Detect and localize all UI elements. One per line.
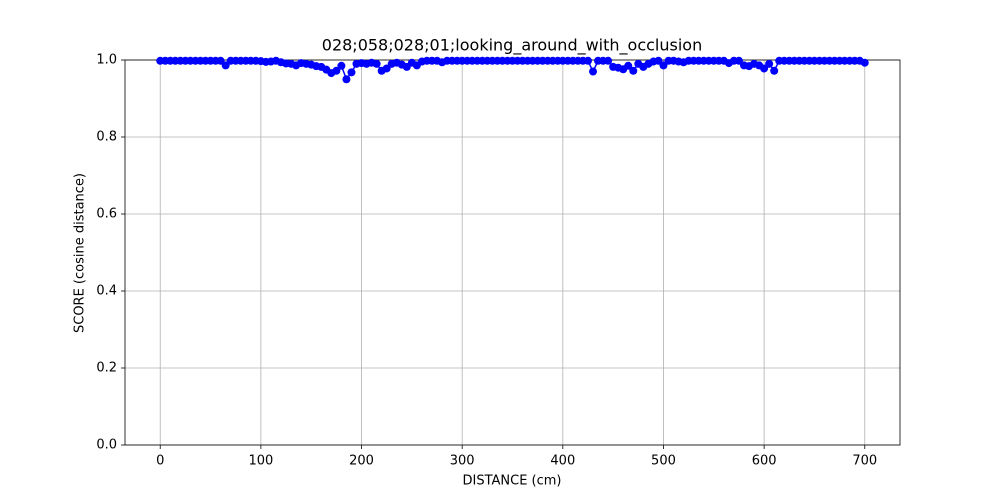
data-point: [216, 56, 225, 65]
data-point: [347, 68, 356, 77]
y-tick-label: 0.6: [96, 207, 117, 222]
y-tick-label: 0.0: [96, 438, 117, 453]
y-tick-label: 0.2: [96, 361, 117, 376]
data-point: [382, 64, 391, 73]
data-point: [221, 61, 230, 70]
data-point: [342, 75, 351, 84]
x-tick-label: 600: [752, 454, 777, 469]
x-tick-label: 300: [450, 454, 475, 469]
x-tick-label: 500: [651, 454, 676, 469]
x-tick-label: 100: [248, 454, 273, 469]
data-point: [765, 59, 774, 68]
chart-title: 028;058;028;01;looking_around_with_occlu…: [322, 36, 702, 56]
y-tick-label: 0.8: [96, 130, 117, 145]
y-tick-label: 0.4: [96, 284, 117, 299]
data-point: [583, 56, 592, 65]
data-point: [604, 56, 613, 65]
data-point: [654, 56, 663, 65]
data-point: [372, 59, 381, 68]
data-point: [629, 66, 638, 75]
x-tick-label: 400: [550, 454, 575, 469]
data-point: [770, 66, 779, 75]
data-point: [734, 56, 743, 65]
x-tick-label: 0: [156, 454, 164, 469]
data-point: [589, 67, 598, 76]
y-tick-label: 1.0: [96, 53, 117, 68]
x-axis-label: DISTANCE (cm): [462, 474, 561, 489]
data-point: [659, 61, 668, 70]
plot-frame: [124, 59, 901, 446]
y-axis-label: SCORE (cosine distance): [73, 173, 88, 333]
data-point: [337, 61, 346, 70]
data-point: [860, 58, 869, 67]
x-tick-label: 200: [349, 454, 374, 469]
data-point: [624, 61, 633, 70]
data-point: [760, 64, 769, 73]
data-point: [332, 66, 341, 75]
x-tick-label: 700: [852, 454, 877, 469]
